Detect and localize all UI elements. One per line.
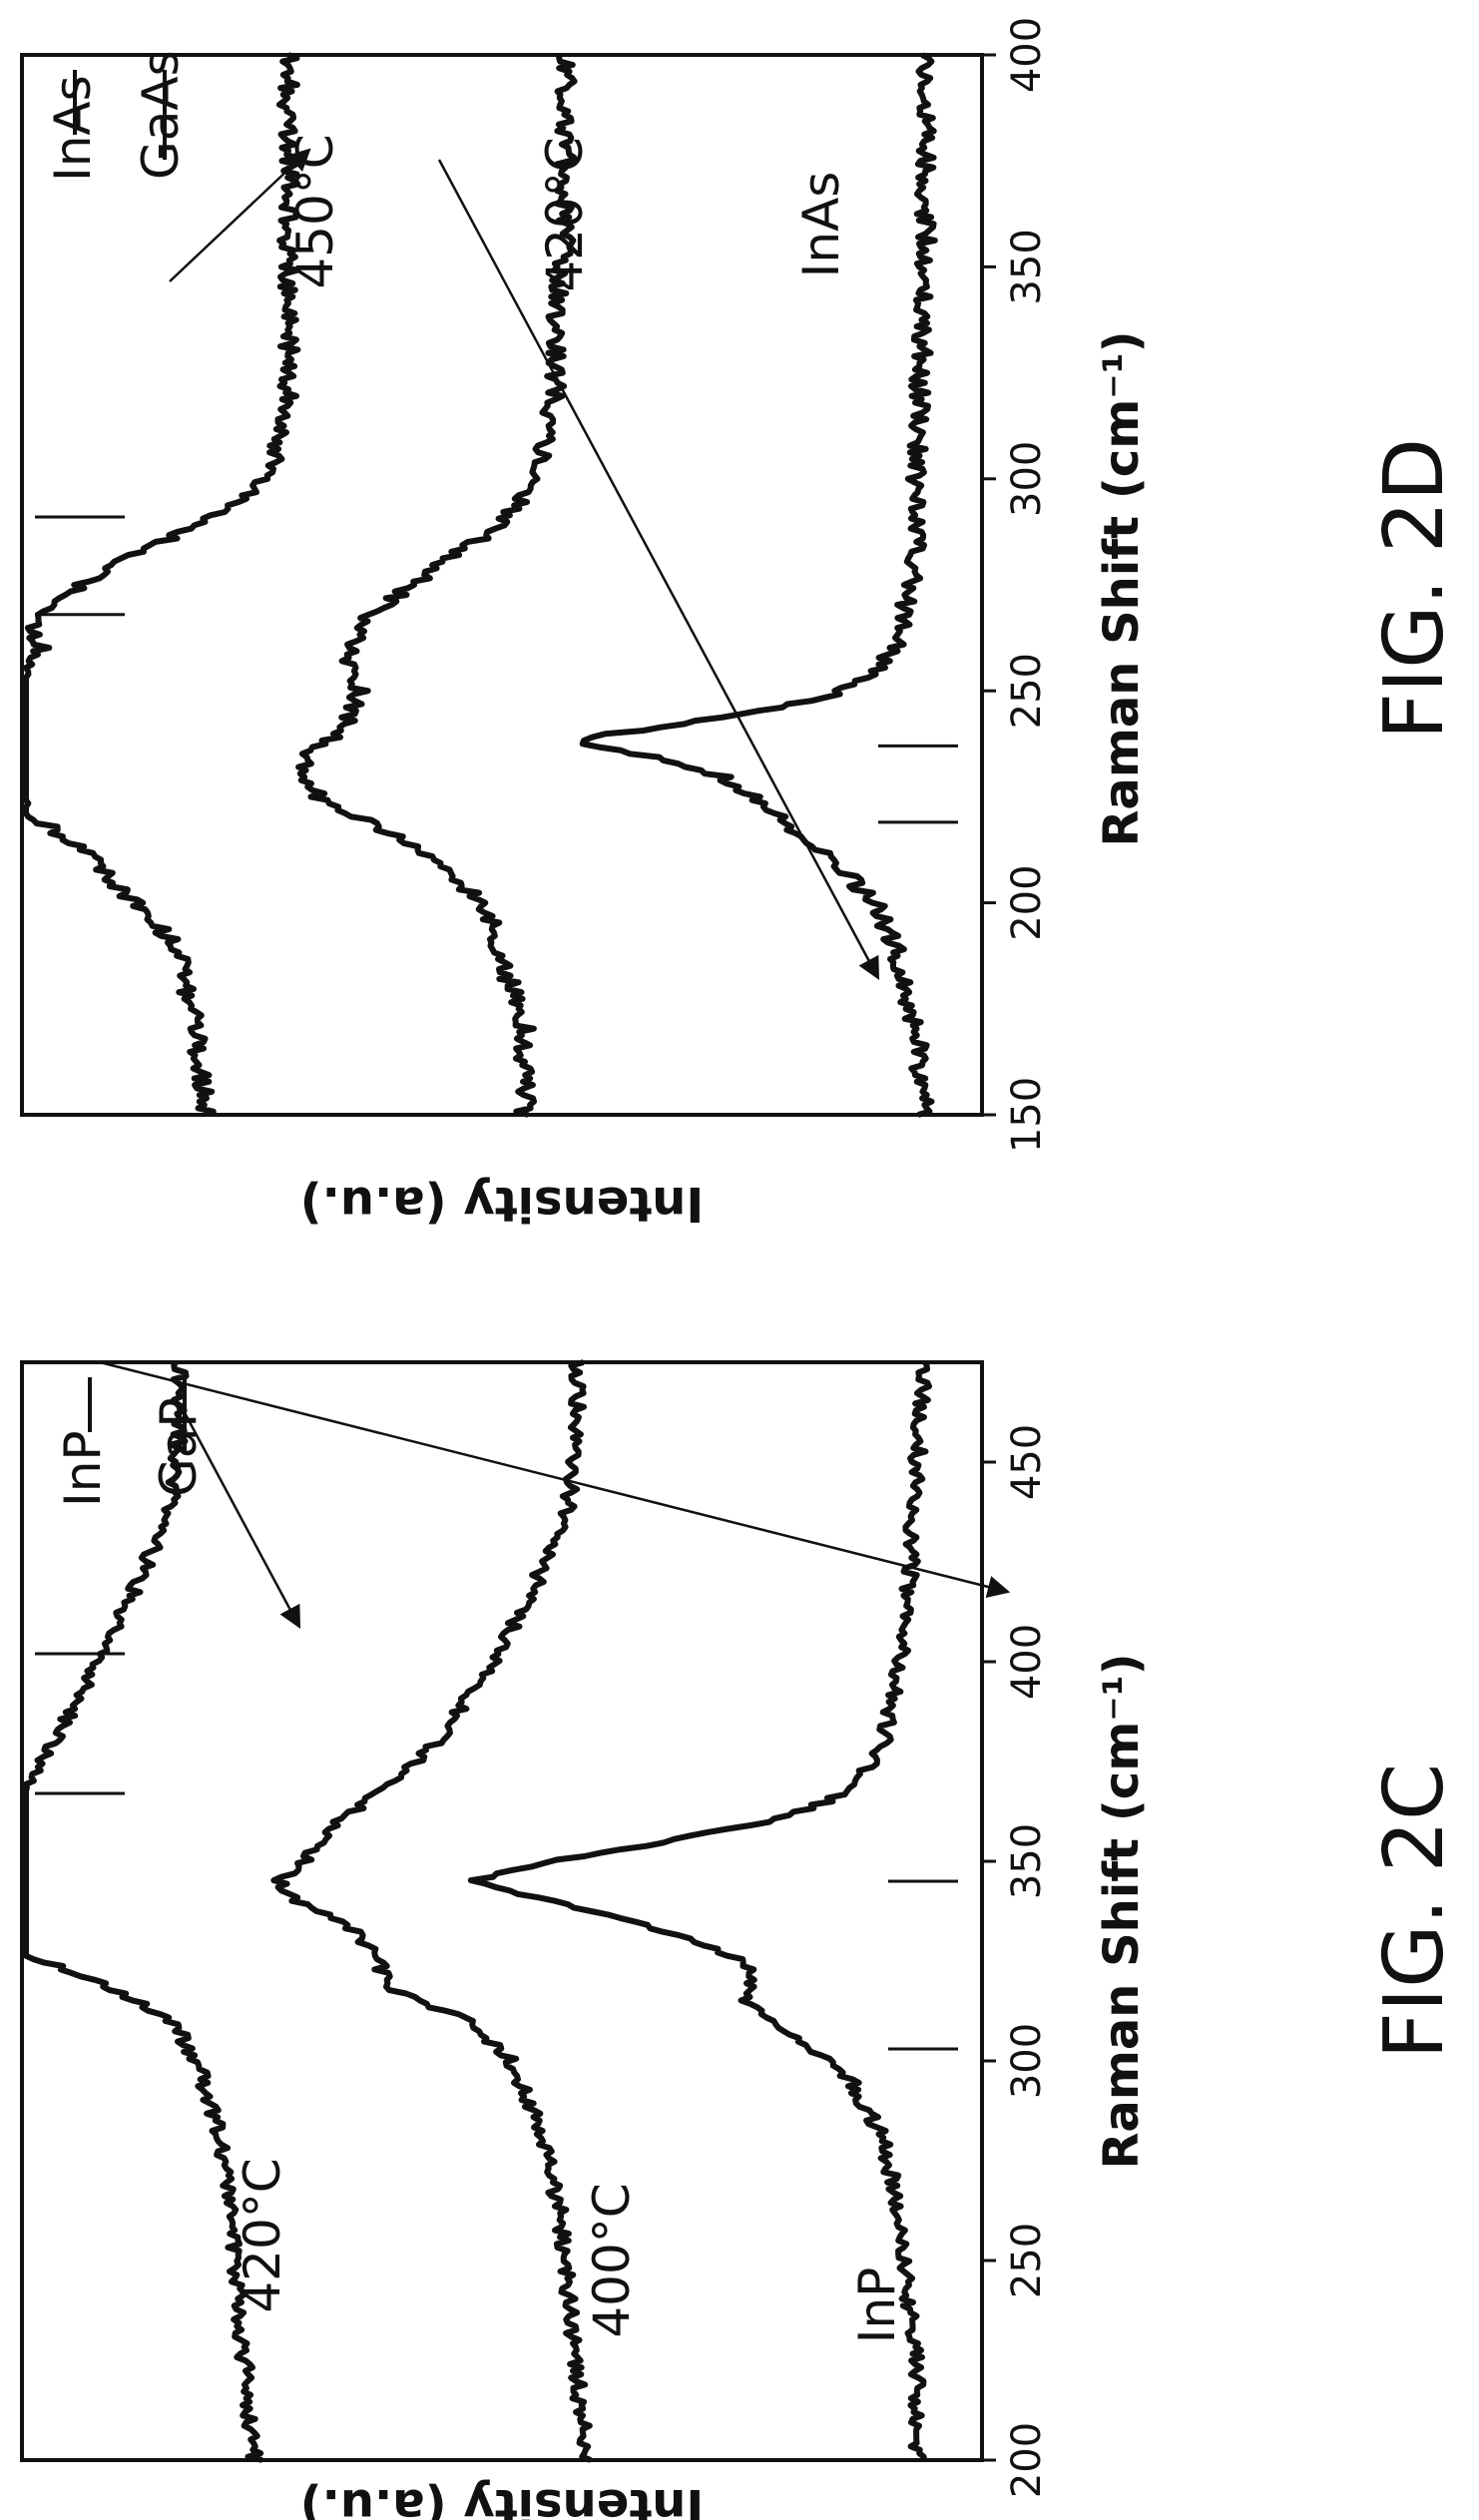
spectrum-line — [270, 1359, 593, 2463]
spectrum-line — [23, 52, 301, 1116]
curve-label: InAs — [792, 172, 850, 278]
figure-label-2c: FIG. 2C — [1367, 1764, 1462, 2059]
curve-labels: 450°C 420°C InAs — [286, 134, 850, 291]
pointer-arrows — [169, 148, 880, 980]
spectra-curves — [23, 52, 938, 1118]
x-tick-label: 350 — [1004, 229, 1050, 304]
legend-label: GaP — [150, 1397, 208, 1497]
curve-labels: 420°C 400°C InP — [234, 2158, 906, 2343]
legend: InP GaP — [54, 1377, 208, 1507]
spectra-curves — [23, 1359, 932, 2463]
y-axis-title: Intensity (a.u.) — [300, 2478, 705, 2520]
x-axis-ticks: 150 200 250 300 350 400 — [982, 17, 1050, 1153]
reference-peak-markers — [35, 1652, 958, 2051]
x-tick-label: 350 — [1004, 1823, 1050, 1899]
fig-2c-chart: 200 250 300 350 400 450 InP GaP 420°C 400°C InP … — [20, 1359, 1462, 2520]
curve-label: 420°C — [234, 2158, 291, 2312]
legend: InAs GaAs — [44, 50, 190, 182]
y-axis-title: Intensity (a.u.) — [300, 1176, 705, 1232]
curve-label: 400°C — [583, 2183, 641, 2337]
pointer-arrow — [437, 159, 880, 980]
legend-label: GaAs — [132, 50, 190, 180]
x-tick-label: 200 — [1004, 2422, 1050, 2498]
x-tick-label: 200 — [1004, 864, 1050, 940]
legend-label: InAs — [44, 75, 102, 182]
spectrum-line — [295, 54, 578, 1118]
x-tick-label: 300 — [1004, 441, 1050, 517]
pointer-arrow — [180, 1406, 301, 1629]
pointer-arrow — [99, 1360, 1011, 1598]
figure-label-2d: FIG. 2D — [1367, 438, 1462, 740]
x-tick-label: 250 — [1004, 653, 1050, 729]
curve-label: 450°C — [286, 134, 344, 288]
plot-frame — [20, 1360, 984, 2462]
spectrum-line — [23, 1360, 264, 2463]
spectrum-line — [579, 52, 938, 1118]
legend-label: InP — [54, 1430, 112, 1507]
x-axis-title: Raman Shift (cm⁻¹) — [1094, 1653, 1150, 2169]
fig-2d-chart: 150 200 250 300 350 400 InAs GaAs 450°C 420°C In… — [20, 17, 1462, 1232]
plot-frame — [20, 53, 984, 1117]
x-tick-label: 400 — [1004, 1624, 1050, 1700]
x-tick-label: 300 — [1004, 2023, 1050, 2099]
x-tick-label: 400 — [1004, 17, 1050, 93]
reference-peak-markers — [35, 515, 958, 824]
curve-label: 420°C — [536, 137, 594, 291]
pointer-arrows — [99, 1360, 1011, 1629]
pointer-arrow — [169, 148, 311, 282]
x-axis-title: Raman Shift (cm⁻¹) — [1094, 330, 1150, 846]
curve-label: InP — [848, 2268, 906, 2344]
x-tick-label: 250 — [1004, 2223, 1050, 2298]
spectrum-line — [467, 1360, 932, 2461]
x-tick-label: 450 — [1004, 1424, 1050, 1500]
x-tick-label: 150 — [1004, 1077, 1050, 1153]
x-axis-ticks: 200 250 300 350 400 450 — [982, 1424, 1050, 2498]
